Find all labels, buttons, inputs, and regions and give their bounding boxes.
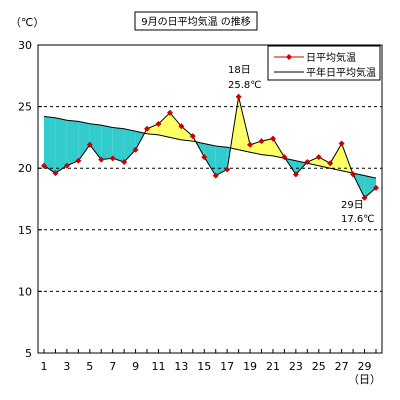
data-point	[269, 135, 276, 142]
x-tick-label: 3	[63, 360, 70, 373]
below-normal-fill	[55, 117, 67, 174]
below-normal-fill	[364, 175, 376, 198]
data-point	[327, 160, 334, 167]
y-tick-label: 5	[25, 347, 32, 360]
data-point	[166, 109, 173, 116]
x-tick-label: 1	[41, 360, 48, 373]
y-tick-label: 10	[18, 285, 32, 298]
chart-title: 9月の日平均気温 の推移	[141, 15, 251, 28]
above-normal-fill	[169, 112, 182, 140]
data-point	[258, 138, 265, 145]
data-point	[247, 141, 254, 148]
annotation-min-value: 17.6℃	[341, 214, 375, 225]
data-point	[212, 172, 219, 179]
data-point	[315, 154, 322, 161]
daily-temperature-markers	[41, 93, 379, 201]
x-tick-label: 5	[86, 360, 93, 373]
data-point	[304, 159, 311, 166]
above-normal-fill	[330, 143, 342, 171]
y-axis-unit: （℃）	[10, 16, 44, 29]
below-normal-fill	[66, 120, 79, 166]
data-point	[75, 157, 82, 164]
below-normal-fill	[215, 146, 228, 176]
annotation-min-day: 29日	[341, 200, 364, 211]
x-tick-label: 7	[109, 360, 116, 373]
x-axis-ticks: 1 3 5 7 9 11 13 15 17 19 21 23 25 27 29	[41, 349, 377, 373]
above-normal-fill	[147, 123, 159, 135]
data-point	[52, 170, 59, 177]
legend-actual-marker	[286, 54, 292, 60]
x-tick-label: 23	[289, 360, 303, 373]
data-point	[361, 194, 368, 201]
data-point	[132, 146, 139, 153]
data-point	[235, 93, 242, 100]
above-normal-fill	[318, 157, 331, 169]
data-point	[189, 133, 196, 140]
x-tick-label: 29	[358, 360, 372, 373]
data-point	[292, 171, 299, 178]
chart-title-box: 9月の日平均気温 の推移	[134, 11, 258, 31]
normal-temperature-line	[43, 116, 377, 179]
x-tick-label: 13	[174, 360, 188, 373]
x-axis-unit: （日）	[348, 373, 381, 386]
legend-box	[267, 45, 381, 81]
y-tick-label: 25	[18, 101, 32, 114]
y-tick-label: 20	[18, 162, 32, 175]
legend-actual-label: 日平均気温	[306, 51, 356, 64]
below-normal-fill	[78, 121, 90, 161]
y-axis-ticks: 5 10 15 20 25 30	[18, 39, 42, 360]
above-normal-fill	[261, 138, 273, 156]
below-normal-fill	[204, 143, 216, 176]
data-point	[350, 171, 357, 178]
x-tick-label: 17	[220, 360, 234, 373]
data-point	[63, 162, 70, 169]
x-tick-label: 9	[132, 360, 139, 373]
legend: 日平均気温 平年日平均気温	[267, 45, 381, 81]
below-normal-fill	[124, 128, 136, 162]
x-tick-label: 11	[151, 360, 165, 373]
below-normal-fill	[112, 127, 125, 162]
data-point	[121, 159, 128, 166]
x-tick-label: 15	[197, 360, 211, 373]
data-point	[41, 162, 47, 169]
data-point	[373, 184, 379, 191]
data-point	[86, 141, 93, 148]
below-normal-fill	[89, 123, 102, 160]
y-tick-label: 15	[18, 224, 32, 237]
data-point	[144, 125, 151, 132]
below-normal-fill	[101, 125, 113, 160]
data-point	[98, 156, 105, 163]
plot-frame	[37, 44, 383, 354]
data-point	[281, 154, 288, 161]
data-point	[338, 140, 345, 147]
deviation-fills	[44, 96, 376, 198]
x-tick-label: 27	[335, 360, 349, 373]
normal-series-line	[43, 116, 377, 179]
below-normal-fill	[44, 116, 56, 174]
data-point	[201, 154, 208, 161]
above-normal-fill	[250, 141, 262, 155]
data-point	[155, 120, 162, 127]
x-tick-label: 19	[243, 360, 257, 373]
annotation-max-day: 18日	[228, 65, 251, 76]
above-normal-fill	[158, 112, 170, 138]
data-point	[224, 166, 231, 173]
x-tick-label: 25	[312, 360, 326, 373]
annotation-max-value: 25.8℃	[228, 80, 262, 91]
legend-normal-label: 平年日平均気温	[306, 66, 376, 79]
data-point	[178, 123, 185, 130]
x-tick-label: 21	[266, 360, 280, 373]
y-tick-label: 30	[18, 39, 32, 52]
data-point	[109, 155, 116, 162]
above-normal-fill	[181, 126, 193, 142]
